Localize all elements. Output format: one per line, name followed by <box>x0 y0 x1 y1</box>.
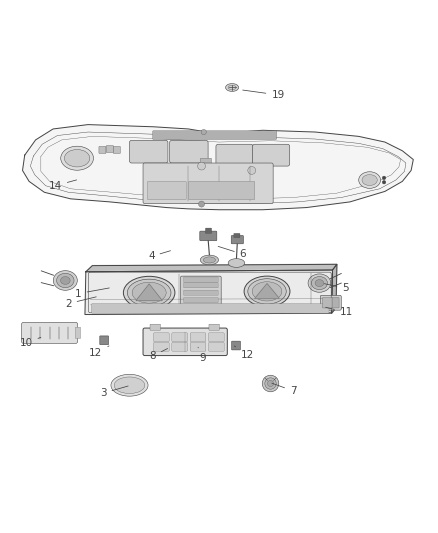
Text: 5: 5 <box>324 284 349 293</box>
FancyBboxPatch shape <box>184 290 218 295</box>
Circle shape <box>201 130 206 135</box>
Circle shape <box>198 201 205 207</box>
FancyBboxPatch shape <box>184 277 218 282</box>
Circle shape <box>198 162 205 170</box>
FancyBboxPatch shape <box>172 343 187 351</box>
FancyBboxPatch shape <box>205 228 212 233</box>
Text: 14: 14 <box>49 180 77 191</box>
Text: 3: 3 <box>100 386 128 398</box>
FancyBboxPatch shape <box>208 333 224 342</box>
FancyBboxPatch shape <box>130 140 168 163</box>
FancyBboxPatch shape <box>180 276 221 309</box>
FancyBboxPatch shape <box>100 336 109 345</box>
FancyBboxPatch shape <box>172 333 187 342</box>
Ellipse shape <box>262 375 279 392</box>
FancyBboxPatch shape <box>75 327 81 338</box>
FancyBboxPatch shape <box>148 181 186 200</box>
FancyBboxPatch shape <box>322 297 332 308</box>
Polygon shape <box>255 284 279 298</box>
Ellipse shape <box>111 374 148 396</box>
Polygon shape <box>86 264 337 272</box>
FancyBboxPatch shape <box>143 163 273 204</box>
Text: 12: 12 <box>234 346 254 360</box>
Ellipse shape <box>226 84 239 92</box>
Ellipse shape <box>308 274 331 292</box>
Ellipse shape <box>362 175 377 185</box>
Ellipse shape <box>228 259 245 268</box>
Ellipse shape <box>265 378 276 389</box>
Ellipse shape <box>61 146 93 170</box>
FancyBboxPatch shape <box>106 146 113 152</box>
Ellipse shape <box>200 255 219 265</box>
Ellipse shape <box>114 377 145 393</box>
Ellipse shape <box>315 280 324 287</box>
FancyBboxPatch shape <box>113 147 120 154</box>
Text: 7: 7 <box>272 383 297 396</box>
Circle shape <box>248 166 256 174</box>
Polygon shape <box>136 284 162 301</box>
FancyBboxPatch shape <box>92 304 329 313</box>
FancyBboxPatch shape <box>234 233 240 238</box>
Ellipse shape <box>60 277 70 285</box>
FancyBboxPatch shape <box>190 333 206 342</box>
FancyBboxPatch shape <box>21 322 78 343</box>
Text: 6: 6 <box>218 246 246 259</box>
Ellipse shape <box>268 381 274 386</box>
Text: 4: 4 <box>148 251 170 262</box>
Text: 9: 9 <box>198 348 206 363</box>
FancyBboxPatch shape <box>99 147 106 154</box>
FancyBboxPatch shape <box>152 131 277 140</box>
FancyBboxPatch shape <box>332 297 339 308</box>
FancyBboxPatch shape <box>184 297 218 303</box>
Ellipse shape <box>127 279 171 306</box>
FancyBboxPatch shape <box>208 343 224 351</box>
Circle shape <box>382 181 386 184</box>
FancyBboxPatch shape <box>231 236 244 244</box>
Ellipse shape <box>252 282 282 301</box>
FancyBboxPatch shape <box>200 231 217 241</box>
FancyBboxPatch shape <box>320 295 341 310</box>
FancyBboxPatch shape <box>253 144 290 166</box>
FancyBboxPatch shape <box>170 140 208 163</box>
Ellipse shape <box>248 279 286 304</box>
Ellipse shape <box>57 273 74 288</box>
Text: 12: 12 <box>89 346 109 358</box>
Text: 8: 8 <box>149 349 168 361</box>
Ellipse shape <box>64 149 90 167</box>
FancyBboxPatch shape <box>153 343 169 351</box>
FancyBboxPatch shape <box>232 341 240 350</box>
FancyBboxPatch shape <box>200 158 212 198</box>
Polygon shape <box>85 270 332 314</box>
Polygon shape <box>22 125 413 210</box>
Ellipse shape <box>132 282 166 303</box>
FancyBboxPatch shape <box>153 333 169 342</box>
Text: 11: 11 <box>325 308 353 317</box>
Ellipse shape <box>124 276 175 309</box>
Ellipse shape <box>53 271 78 290</box>
FancyBboxPatch shape <box>209 324 219 330</box>
Text: 1: 1 <box>75 288 110 298</box>
Text: 19: 19 <box>243 90 285 100</box>
FancyBboxPatch shape <box>150 324 160 330</box>
Ellipse shape <box>244 276 290 306</box>
Ellipse shape <box>311 277 328 289</box>
Polygon shape <box>332 264 337 313</box>
Ellipse shape <box>203 257 215 263</box>
FancyBboxPatch shape <box>190 343 206 351</box>
Text: 2: 2 <box>65 297 96 309</box>
FancyBboxPatch shape <box>143 328 227 356</box>
FancyBboxPatch shape <box>216 144 253 166</box>
FancyBboxPatch shape <box>184 282 218 288</box>
Text: 10: 10 <box>19 337 41 348</box>
Ellipse shape <box>359 172 381 188</box>
Circle shape <box>382 176 386 180</box>
FancyBboxPatch shape <box>188 181 255 200</box>
